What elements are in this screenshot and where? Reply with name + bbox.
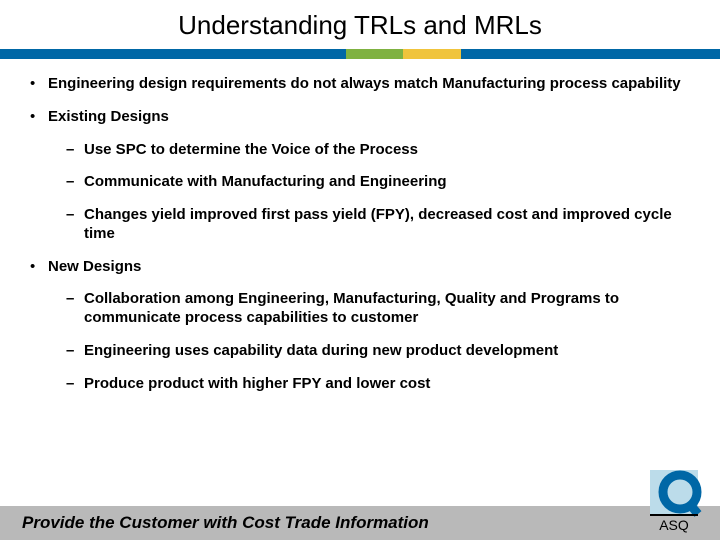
bullet-marker: • (30, 108, 48, 127)
bullet-item: • Engineering design requirements do not… (30, 75, 690, 94)
bullet-text: New Designs (48, 258, 141, 277)
bullet-text: Use SPC to determine the Voice of the Pr… (84, 141, 418, 160)
bullet-text: Engineering uses capability data during … (84, 342, 558, 361)
bullet-text: Changes yield improved first pass yield … (84, 206, 690, 244)
bullet-text: Collaboration among Engineering, Manufac… (84, 290, 690, 328)
bullet-item: – Collaboration among Engineering, Manuf… (66, 290, 690, 328)
bullet-item: – Changes yield improved first pass yiel… (66, 206, 690, 244)
bullet-marker: – (66, 206, 84, 244)
bullet-marker: • (30, 75, 48, 94)
bullet-marker: – (66, 173, 84, 192)
divider-bar (0, 49, 720, 59)
bullet-marker: – (66, 375, 84, 394)
bullet-text: Engineering design requirements do not a… (48, 75, 681, 94)
bullet-marker: – (66, 141, 84, 160)
svg-text:ASQ: ASQ (659, 517, 689, 533)
bullet-item: – Communicate with Manufacturing and Eng… (66, 173, 690, 192)
bullet-text: Communicate with Manufacturing and Engin… (84, 173, 447, 192)
bullet-item: – Use SPC to determine the Voice of the … (66, 141, 690, 160)
content-area: • Engineering design requirements do not… (0, 59, 720, 393)
divider-seg-2 (403, 49, 461, 59)
bullet-text: Existing Designs (48, 108, 169, 127)
slide-title: Understanding TRLs and MRLs (0, 0, 720, 49)
bullet-marker: – (66, 342, 84, 361)
divider-seg-3 (461, 49, 720, 59)
footer-text: Provide the Customer with Cost Trade Inf… (22, 513, 429, 533)
bullet-item: – Produce product with higher FPY and lo… (66, 375, 690, 394)
bullet-item: • Existing Designs (30, 108, 690, 127)
divider-seg-1 (346, 49, 404, 59)
bullet-text: Produce product with higher FPY and lowe… (84, 375, 430, 394)
bullet-marker: • (30, 258, 48, 277)
footer-bar: Provide the Customer with Cost Trade Inf… (0, 506, 720, 540)
bullet-marker: – (66, 290, 84, 328)
asq-logo: ASQ (640, 468, 706, 534)
bullet-item: • New Designs (30, 258, 690, 277)
bullet-item: – Engineering uses capability data durin… (66, 342, 690, 361)
divider-seg-0 (0, 49, 346, 59)
